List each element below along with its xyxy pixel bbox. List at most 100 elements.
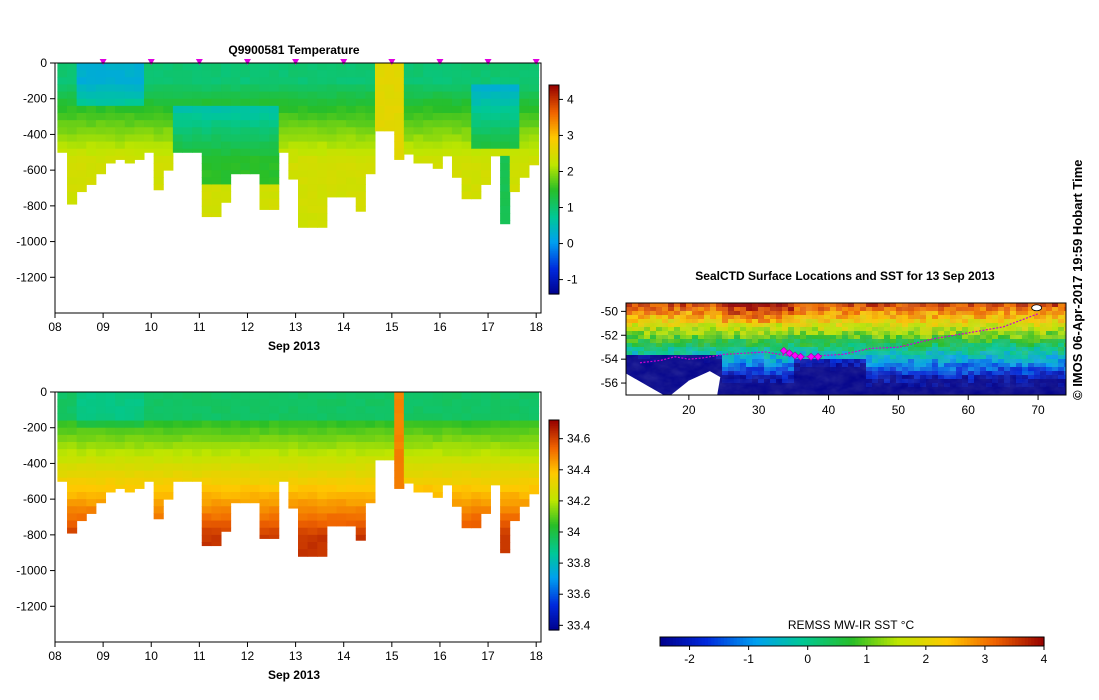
section-cell [105,155,116,164]
colorbar-segment [549,262,559,265]
section-cell [163,127,174,135]
section-cell [76,113,87,121]
section-cell [249,163,261,171]
section-cell [201,213,212,218]
section-cell [249,105,261,114]
section-cell [307,477,318,486]
section-cell [317,549,328,557]
section-cell [249,456,261,464]
section-cell [298,399,309,407]
section-cell [211,98,222,107]
section-cell [288,141,299,150]
colorbar-segment [549,159,559,163]
x-tick-label: 09 [96,649,110,663]
section-cell [480,492,491,500]
section-cell [269,449,280,457]
colorbar-segment [549,519,559,523]
section-cell [115,127,126,135]
colorbar-segment [549,616,559,619]
section-cell [230,413,241,422]
section-cell [336,484,347,493]
section-cell [451,492,463,500]
colorbar-tick-label: 3 [567,128,574,142]
colorbar-segment [925,637,930,646]
section-cell [307,91,318,100]
section-cell [490,413,501,422]
colorbar-segment [960,637,965,646]
section-cell [442,477,453,486]
section-cell [57,63,68,71]
section-cell [423,141,434,150]
section-cell [182,98,193,107]
section-cell [240,127,251,135]
section-cell [105,484,116,493]
section-cell [355,492,366,500]
section-cell [500,549,511,554]
section-cell [95,105,107,114]
section-cell [144,442,155,450]
section-cell [86,127,97,135]
colorbar-segment [964,637,968,646]
section-cell [394,98,405,107]
section-cell [269,120,280,128]
section-cell [95,155,107,164]
section-cell [519,120,530,128]
section-cell [317,63,328,71]
section-cell [182,105,193,114]
section-cell [432,155,443,164]
section-cell [298,134,309,143]
section-cell [201,163,212,171]
section-cell [269,456,280,464]
colorbar-segment [549,119,559,123]
section-cell [201,449,212,457]
section-cell [451,98,463,107]
section-cell [278,392,289,400]
colorbar-segment [730,637,735,646]
colorbar-segment [549,111,559,114]
section-cell [221,191,232,200]
section-cell [528,442,540,450]
section-cell [365,91,376,100]
section-cell [298,392,309,400]
colorbar-segment [724,637,728,646]
colorbar-segment [938,637,943,646]
section-cell [153,134,164,143]
section-cell [211,184,222,193]
section-cell [451,148,463,157]
section-cell [259,442,270,450]
section-cell [201,170,212,178]
section-cell [76,163,87,171]
section-cell [384,63,395,71]
section-cell [240,434,251,443]
section-cell [509,98,520,107]
y-tick-label: 0 [40,385,47,399]
section-cell [451,392,463,400]
section-cell [307,170,318,178]
section-cell [336,477,347,486]
section-cell [461,484,472,493]
section-cell [95,120,107,128]
section-cell [519,105,530,114]
section-cell [105,477,116,486]
section-cell [182,77,193,85]
section-cell [182,420,193,429]
colorbar-segment [549,619,559,622]
section-cell [259,177,270,185]
section-cell [259,520,270,529]
section-cell [403,442,414,450]
section-cell [461,413,472,422]
section-cell [509,513,520,522]
section-cell [172,427,184,436]
colorbar-segment [549,442,559,446]
colorbar-segment [549,280,559,283]
section-cell [67,98,78,107]
section-cell [57,470,68,479]
colorbar-segment [848,637,853,646]
section-cell [86,470,97,479]
temperature-x-axis-label: Sep 2013 [268,339,320,353]
seal-track [639,313,1039,364]
section-cell [95,499,107,504]
section-cell [346,420,357,429]
section-cell [413,148,424,157]
colorbar-segment [549,455,559,458]
